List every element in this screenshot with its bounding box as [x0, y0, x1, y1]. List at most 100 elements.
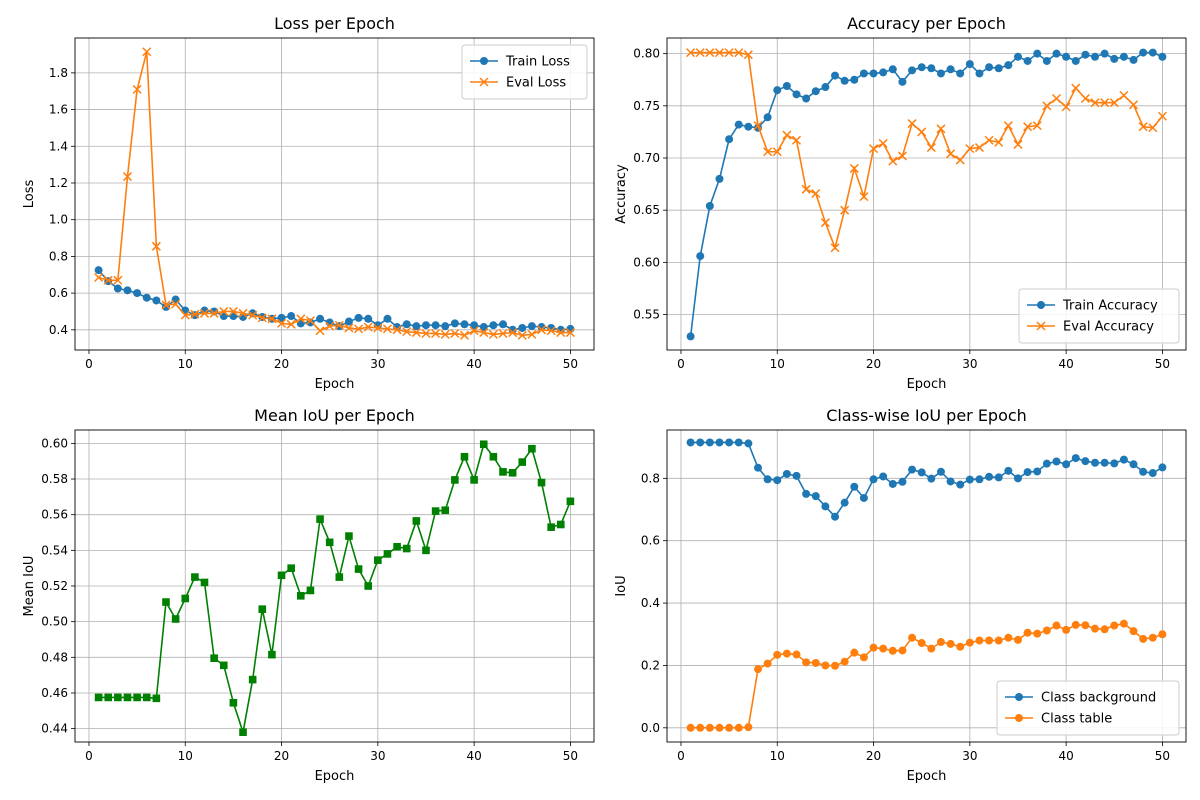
data-point	[142, 47, 152, 57]
legend-marker	[1037, 301, 1045, 309]
data-point	[926, 143, 936, 153]
chart-title: Accuracy per Epoch	[847, 14, 1006, 33]
data-point	[1052, 621, 1061, 630]
data-point	[879, 644, 888, 653]
data-point	[499, 320, 508, 329]
data-point	[383, 550, 392, 558]
legend-label: Train Accuracy	[1062, 299, 1158, 314]
data-point	[985, 636, 994, 645]
data-point	[714, 48, 725, 58]
data-point	[364, 314, 373, 323]
data-point	[305, 316, 315, 326]
data-point	[686, 438, 695, 447]
data-point	[479, 323, 488, 332]
x-tick-label: 20	[866, 357, 881, 371]
y-tick-label: 0.0	[641, 721, 660, 735]
data-point	[296, 592, 305, 600]
data-point	[1062, 52, 1071, 61]
data-point	[792, 650, 801, 659]
data-point	[200, 578, 209, 587]
data-point	[705, 438, 714, 447]
data-point	[1052, 457, 1061, 466]
data-point	[431, 321, 440, 330]
data-point	[1129, 627, 1138, 636]
data-point	[869, 69, 878, 78]
data-point	[1051, 93, 1062, 104]
y-tick-label: 0.48	[41, 650, 68, 664]
data-point	[734, 48, 744, 58]
subplot-2: 0 10 20 30 40 50 0.55 0.60 0.65 0.70 0.75 0.80 Accur…	[614, 14, 1187, 392]
data-point	[917, 127, 927, 137]
data-point	[965, 475, 974, 484]
data-point	[802, 94, 811, 103]
data-point	[850, 482, 859, 491]
data-point	[1158, 630, 1167, 639]
data-point	[927, 644, 936, 653]
data-point	[268, 650, 276, 659]
data-point	[537, 323, 546, 332]
data-point	[133, 693, 141, 702]
y-tick-label: 0.58	[41, 472, 68, 486]
data-point	[345, 532, 353, 540]
data-point	[1023, 122, 1033, 132]
data-point	[94, 272, 104, 283]
data-point	[1139, 48, 1148, 57]
data-point	[936, 124, 946, 134]
x-tick-label: 0	[677, 749, 685, 763]
series-series-0	[94, 440, 575, 736]
data-point	[1148, 633, 1157, 642]
data-point	[450, 319, 459, 328]
data-point	[715, 174, 724, 183]
data-point	[94, 266, 103, 275]
data-point	[801, 184, 811, 194]
data-point	[917, 63, 926, 72]
data-point	[715, 723, 724, 732]
data-point	[1119, 619, 1128, 628]
data-point	[859, 493, 868, 502]
data-point	[1119, 90, 1129, 100]
data-point	[811, 188, 821, 199]
data-point	[1052, 49, 1061, 58]
data-point	[936, 467, 945, 476]
data-point	[830, 243, 840, 253]
data-point	[898, 77, 907, 86]
data-point	[354, 565, 363, 573]
data-point	[363, 322, 373, 332]
data-point	[994, 137, 1004, 147]
legend-label: Class background	[1041, 691, 1156, 706]
data-point	[1148, 48, 1157, 57]
data-point	[229, 698, 238, 707]
data-point	[965, 638, 974, 647]
x-tick-label: 30	[370, 749, 385, 763]
data-point	[1062, 460, 1071, 469]
y-tick-label: 0.55	[633, 308, 660, 322]
data-point	[744, 439, 753, 448]
data-point	[956, 642, 965, 651]
data-point	[946, 639, 955, 648]
legend: Train Loss Eval Loss	[461, 44, 588, 100]
data-point	[1042, 56, 1051, 65]
data-point	[773, 86, 782, 95]
data-point	[850, 648, 859, 657]
data-point	[258, 605, 267, 613]
data-point	[879, 68, 888, 77]
data-point	[936, 69, 945, 78]
data-point	[451, 476, 459, 484]
y-tick-label: 0.54	[41, 543, 68, 557]
data-point	[527, 322, 536, 331]
data-point	[763, 659, 772, 668]
legend-marker	[479, 77, 489, 87]
data-point	[907, 119, 917, 129]
data-point	[459, 330, 470, 340]
y-tick-label: 0.4	[641, 596, 660, 610]
y-tick-label: 0.56	[41, 508, 68, 522]
data-point	[209, 308, 219, 318]
data-point	[879, 472, 888, 481]
data-point	[734, 438, 743, 447]
axes-frame	[74, 37, 595, 351]
data-point	[1042, 101, 1052, 111]
legend-box	[1018, 288, 1180, 344]
x-tick-label: 40	[466, 749, 481, 763]
legend-marker	[1036, 321, 1046, 331]
data-point	[696, 723, 705, 732]
